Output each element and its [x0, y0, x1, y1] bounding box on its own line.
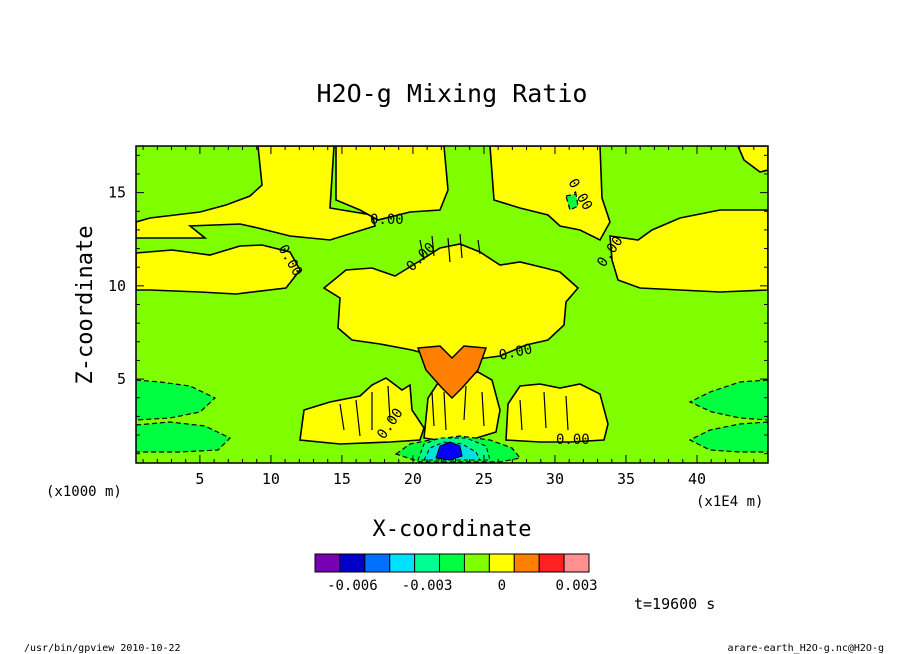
y-tick-label: 15: [108, 184, 126, 202]
x-tick-label: 25: [475, 470, 493, 488]
lower-left-cell: [299, 377, 425, 445]
file-info: arare-earth_H2O-g.nc@H2O-g: [727, 643, 884, 654]
x-axis-label: X-coordinate: [373, 517, 532, 542]
contour-label: 0.00: [370, 212, 404, 228]
color-bar-swatch: [314, 553, 341, 573]
color-bar-swatch: [414, 553, 441, 573]
color-bar-tick-label: -0.003: [402, 578, 453, 594]
contour-label: 0.00: [556, 432, 590, 448]
color-bar-swatch: [339, 553, 366, 573]
contour-detail: [519, 391, 569, 431]
x-tick-label: 35: [617, 470, 635, 488]
color-bar-swatch: [513, 553, 540, 573]
y-tick-label: 5: [117, 370, 126, 388]
core-blue: [435, 441, 463, 461]
central-anvil: [322, 243, 580, 361]
lower-left-shallow: [136, 379, 217, 421]
x-tick-label: 40: [688, 470, 706, 488]
color-bar-tick-label: -0.006: [327, 578, 378, 594]
upper-small-patch: [565, 193, 579, 211]
chart-title: H2O-g Mixing Ratio: [317, 79, 588, 108]
color-bar-labels: -0.006 -0.003 0 0.003: [327, 578, 598, 594]
y-axis-label: Z-coordinate: [73, 226, 98, 385]
top-right-small: [737, 146, 768, 173]
lower-right-base: [688, 421, 768, 453]
positive-regions: [136, 146, 768, 445]
lower-right-shallow: [688, 379, 768, 421]
y-tick-label: 10: [108, 277, 126, 295]
x-tick-label: 15: [333, 470, 351, 488]
plot-area: 0.00 0.00 0.00 0.00 0.00 0.00 0.00 0.00: [136, 146, 768, 463]
left-plume: [335, 146, 449, 221]
x-tick-label: 5: [195, 470, 204, 488]
color-bar-swatch: [364, 553, 391, 573]
color-bar-swatch: [439, 553, 465, 573]
color-bar-swatch: [463, 553, 490, 573]
tick-labels: 5 10 15 20 25 30 35 40 5 10 15: [108, 184, 706, 488]
lower-right-cell: [505, 383, 609, 443]
x-unit-label: (x1E4 m): [696, 494, 763, 510]
contour-detail: [431, 385, 485, 431]
contour-label: 0.00: [498, 341, 534, 364]
lower-left-base: [136, 421, 232, 453]
right-plume: [489, 146, 611, 242]
program-info: /usr/bin/gpview 2010-10-22: [24, 643, 181, 654]
contour-detail: [419, 233, 481, 263]
x-tick-label: 20: [404, 470, 422, 488]
time-label: t=19600 s: [634, 595, 715, 613]
x-tick-label: 30: [546, 470, 564, 488]
lower-contour-details: [339, 233, 569, 437]
color-bar-swatch: [389, 553, 416, 573]
z-unit-label: (x1000 m): [46, 484, 122, 500]
moisture-maximum: [416, 345, 488, 400]
upper-right-band: [609, 209, 768, 293]
upper-left-band: [136, 244, 301, 295]
color-bar: [314, 553, 590, 573]
x-tick-label: 10: [262, 470, 280, 488]
color-bar-swatch: [488, 553, 515, 573]
color-bar-swatch: [538, 553, 565, 573]
color-bar-tick-label: 0.003: [555, 578, 597, 594]
contour-detail: [339, 385, 391, 437]
color-bar-swatch: [563, 553, 590, 573]
color-bar-tick-label: 0: [498, 578, 506, 594]
axis-ticks: [136, 146, 769, 463]
